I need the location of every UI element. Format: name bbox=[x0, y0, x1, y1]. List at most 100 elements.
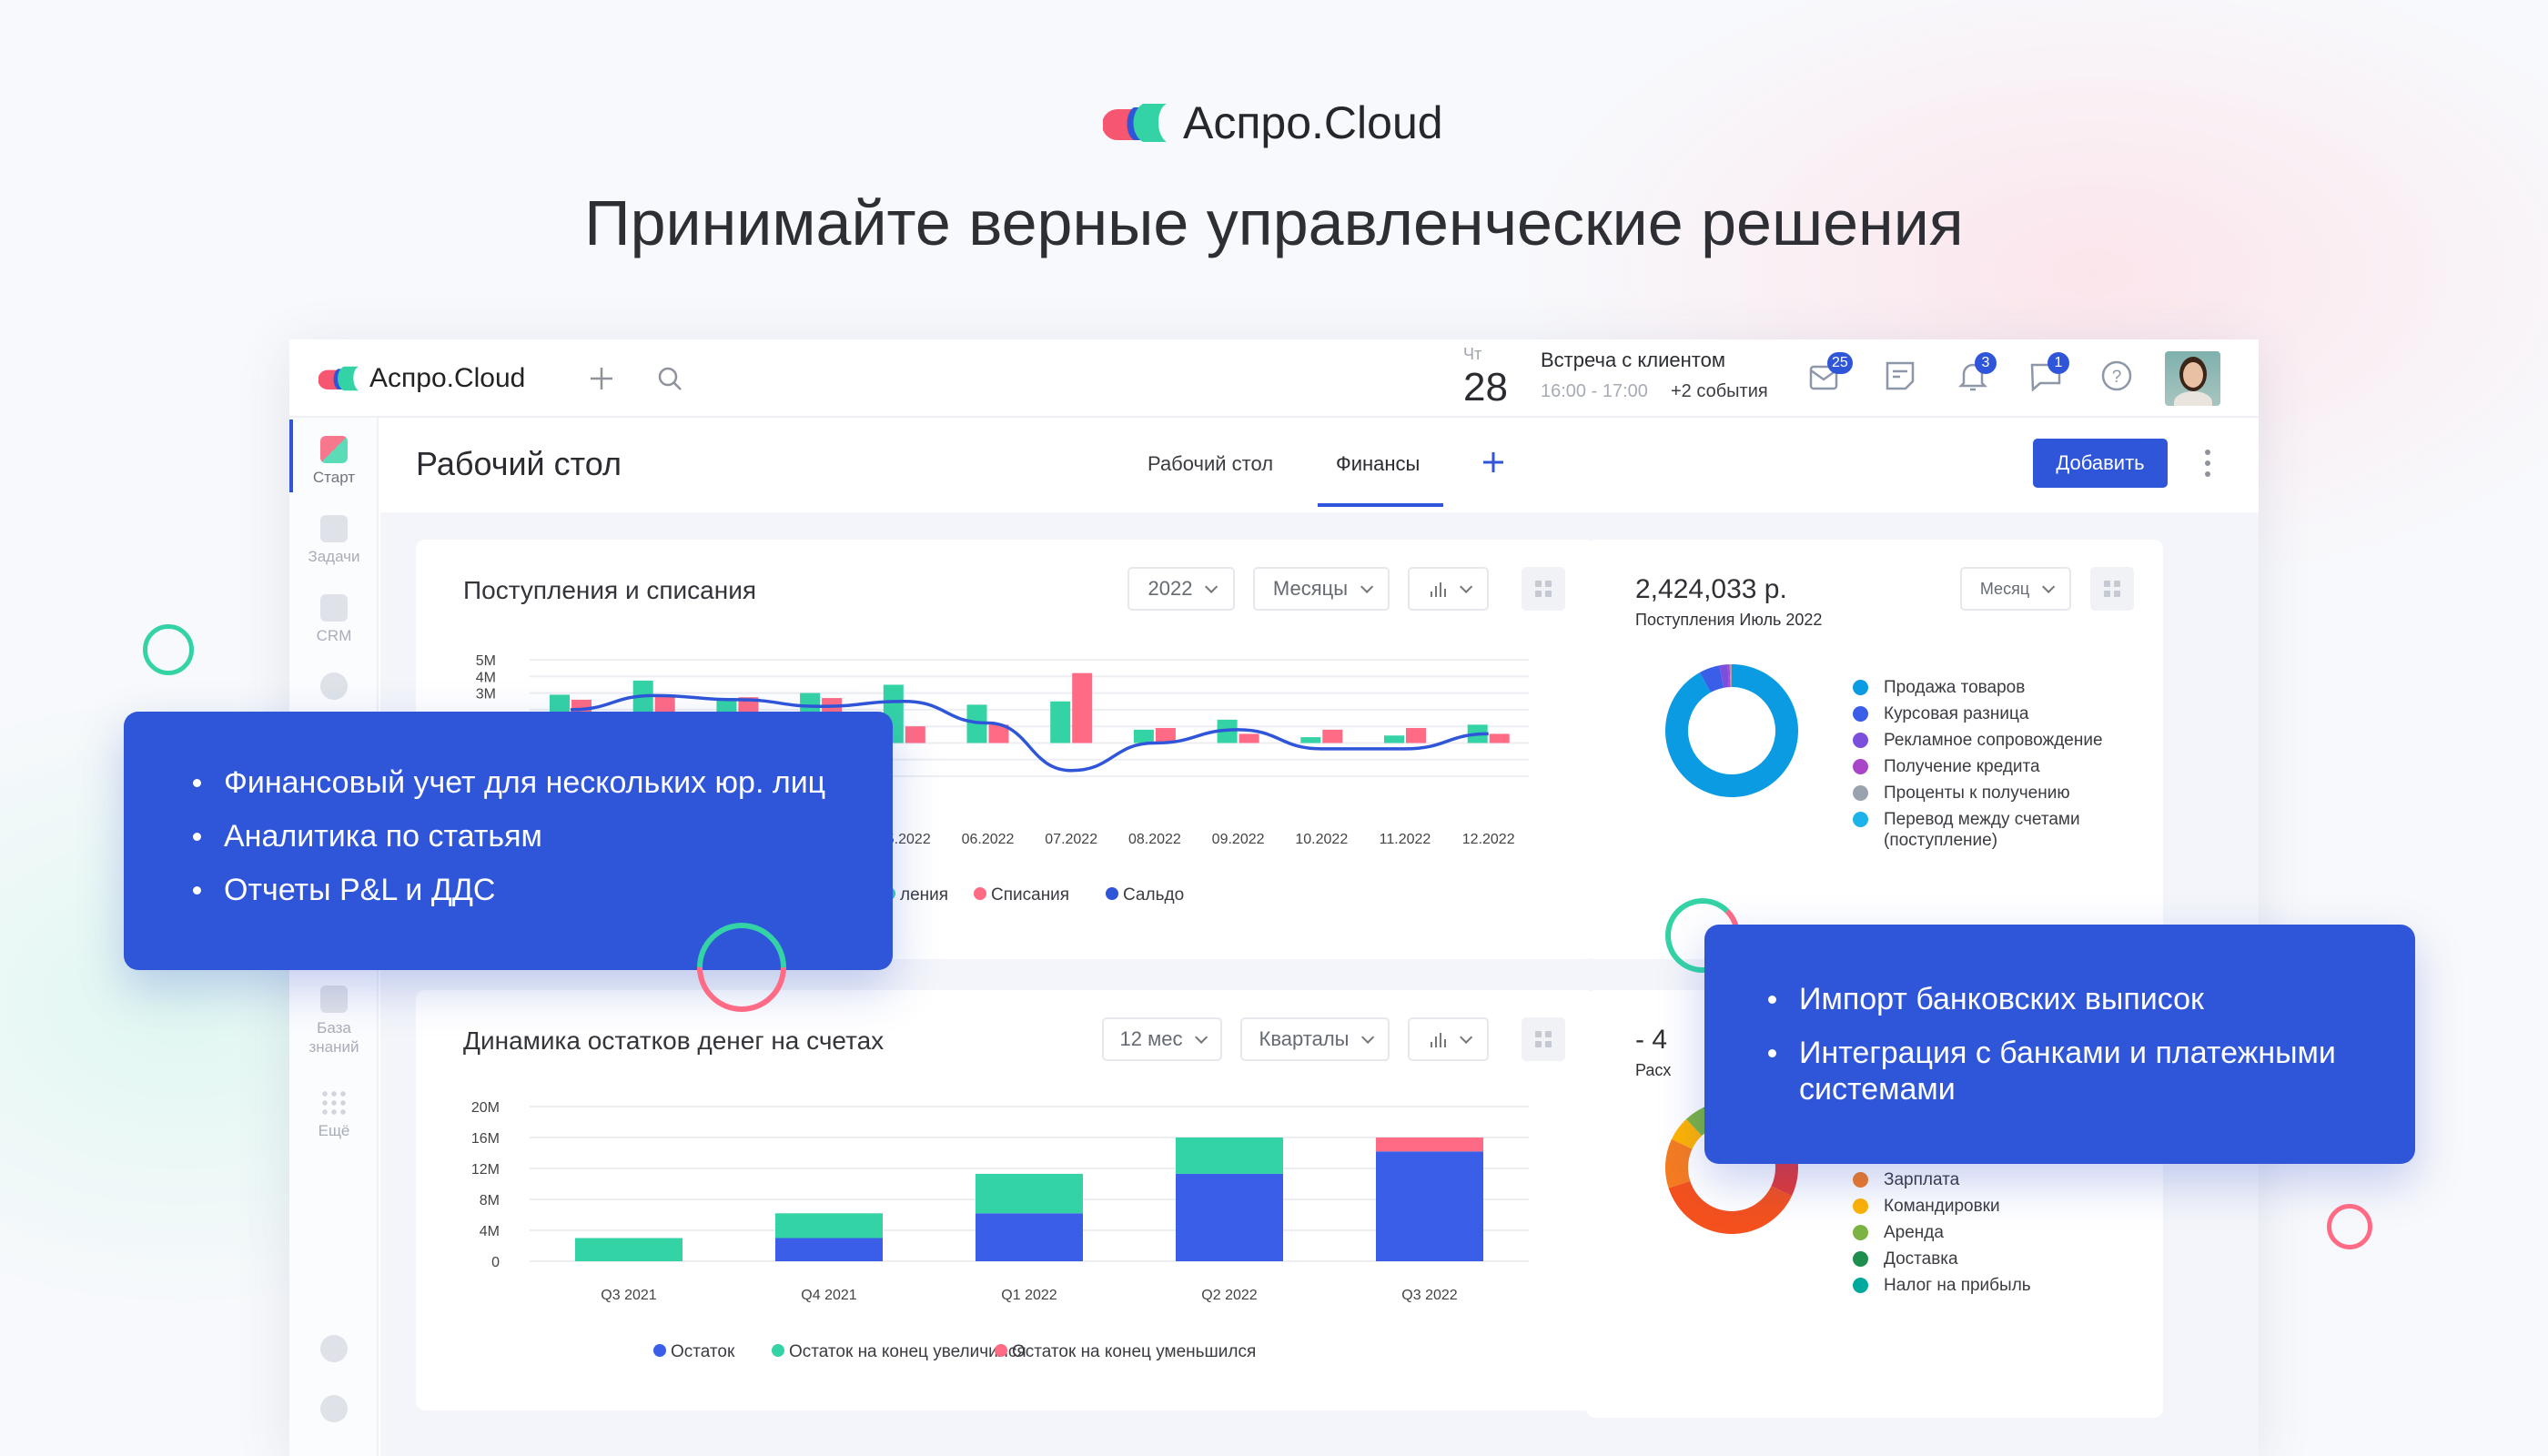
year-dropdown[interactable]: 2022 bbox=[1127, 567, 1235, 611]
y-tick-label: 16M bbox=[471, 1131, 500, 1147]
crm-icon bbox=[320, 594, 348, 622]
plus-icon[interactable] bbox=[588, 365, 615, 392]
knowledge-icon bbox=[320, 986, 348, 1013]
period-dropdown[interactable]: Месяцы bbox=[1253, 567, 1390, 611]
bar-expense bbox=[1489, 733, 1510, 743]
sidebar-item-crm[interactable]: CRM bbox=[289, 594, 379, 645]
bar-expense bbox=[1406, 728, 1426, 743]
legend-item[interactable]: Получение кредита bbox=[1853, 756, 2144, 777]
chat-badge: 1 bbox=[2048, 352, 2069, 374]
stacked-bar-segment bbox=[1376, 1151, 1483, 1261]
income-subtitle: Поступления Июль 2022 bbox=[1635, 611, 1823, 629]
brand-name: Аспро.Cloud bbox=[1183, 97, 1443, 148]
sidebar-item-knowledge[interactable]: База знаний bbox=[289, 986, 379, 1057]
sidebar-item-more[interactable]: Ещё bbox=[289, 1089, 379, 1140]
legend-dot bbox=[1853, 1198, 1868, 1214]
kebab-menu-icon[interactable] bbox=[2199, 445, 2217, 481]
dropdown-value: Кварталы bbox=[1259, 1027, 1350, 1050]
event-title[interactable]: Встреча с клиентом bbox=[1541, 349, 1725, 371]
month-dropdown[interactable]: Месяц bbox=[1960, 567, 2071, 611]
dropdown-value: 2022 bbox=[1148, 577, 1193, 600]
period-dropdown[interactable]: Кварталы bbox=[1240, 1017, 1390, 1061]
x-tick-label: 11.2022 bbox=[1380, 832, 1431, 847]
bar-expense bbox=[1072, 672, 1093, 743]
svg-text:?: ? bbox=[2112, 368, 2122, 387]
legend-item[interactable]: Доставка bbox=[1853, 1249, 2144, 1269]
y-tick-label: 5M bbox=[476, 653, 496, 669]
feature-item: Финансовый учет для нескольких юр. лиц bbox=[193, 764, 893, 801]
donut-slice bbox=[1719, 664, 1729, 688]
sidebar-item-start[interactable]: Старт bbox=[289, 436, 379, 487]
legend-dot bbox=[1106, 887, 1118, 900]
y-tick-label: 0 bbox=[491, 1255, 500, 1270]
drag-handle[interactable] bbox=[2090, 567, 2134, 611]
mail-badge: 25 bbox=[1827, 352, 1853, 374]
active-tab-underline bbox=[1318, 503, 1443, 507]
sidebar-item-hidden[interactable] bbox=[289, 672, 379, 705]
sidebar-item-tasks[interactable]: Задачи bbox=[289, 515, 379, 566]
expense-legend: Товары, сырье и материалыЗарплатаКоманди… bbox=[1853, 1143, 2144, 1301]
dropdown-value: Месяц bbox=[1979, 579, 2030, 598]
chart-type-dropdown[interactable] bbox=[1408, 1017, 1489, 1061]
tab-finance[interactable]: Финансы bbox=[1336, 452, 1421, 475]
legend-label: Доставка bbox=[1884, 1249, 1958, 1269]
y-tick-label: 8M bbox=[480, 1193, 500, 1208]
notes-icon[interactable] bbox=[1882, 358, 1918, 394]
drag-handle[interactable] bbox=[1522, 1017, 1565, 1061]
chart-type-dropdown[interactable] bbox=[1408, 567, 1489, 611]
avatar[interactable] bbox=[2165, 351, 2220, 406]
legend-label: Остаток bbox=[671, 1342, 735, 1361]
legend-item[interactable]: Аренда bbox=[1853, 1222, 2144, 1243]
legend-item[interactable]: Командировки bbox=[1853, 1196, 2144, 1217]
add-button[interactable]: Добавить bbox=[2033, 439, 2168, 488]
legend-dot bbox=[1853, 1172, 1868, 1188]
legend-label: Командировки bbox=[1884, 1197, 2000, 1216]
y-tick-label: 12M bbox=[471, 1162, 500, 1178]
bar-expense bbox=[1322, 729, 1343, 743]
legend-item[interactable]: Продажа товаров bbox=[1853, 677, 2144, 698]
legend-item[interactable]: Зарплата bbox=[1853, 1169, 2144, 1190]
y-tick-label: 4M bbox=[480, 1224, 500, 1239]
legend-item[interactable]: Перевод между счетами (поступление) bbox=[1853, 809, 2144, 851]
drag-handle[interactable] bbox=[1522, 567, 1565, 611]
donut-slice bbox=[1729, 664, 1732, 688]
stacked-bar-segment bbox=[775, 1238, 883, 1261]
legend-dot bbox=[1853, 706, 1868, 722]
decor-ring bbox=[143, 624, 194, 675]
balance-card: Динамика остатков денег на счетах 12 мес… bbox=[416, 990, 1594, 1410]
saldo-line bbox=[570, 693, 1489, 773]
mail-icon[interactable] bbox=[1807, 358, 1844, 394]
legend-label: Налог на прибыль bbox=[1884, 1276, 2031, 1295]
legend-label: Зарплата bbox=[1884, 1170, 1960, 1189]
range-dropdown[interactable]: 12 мес bbox=[1102, 1017, 1222, 1061]
top-header: Аспро.Cloud Чт 28 Встреча с клиентом 16:… bbox=[289, 339, 2259, 418]
legend-dot bbox=[1853, 1251, 1868, 1267]
feature-item: Отчеты P&L и ДДС bbox=[193, 872, 893, 908]
settings-item[interactable] bbox=[289, 1395, 379, 1428]
legend-item[interactable]: Курсовая разница bbox=[1853, 703, 2144, 724]
bar-expense bbox=[988, 724, 1009, 743]
y-tick-label: 3M bbox=[476, 687, 496, 703]
legend-item[interactable]: Проценты к получению bbox=[1853, 783, 2144, 804]
app-icon bbox=[320, 1335, 348, 1362]
donut-slice bbox=[1671, 1118, 1703, 1149]
tab-desktop[interactable]: Рабочий стол bbox=[1148, 452, 1274, 475]
donut-slice bbox=[1699, 665, 1724, 693]
legend-item[interactable]: Налог на прибыль bbox=[1853, 1275, 2144, 1296]
legend-dot bbox=[1853, 759, 1868, 774]
legend-dot bbox=[1853, 812, 1868, 827]
legend-label: Продажа товаров bbox=[1884, 678, 2026, 697]
more-events-link[interactable]: +2 события bbox=[1671, 381, 1768, 401]
app-logo[interactable]: Аспро.Cloud bbox=[318, 363, 525, 394]
donut-slice bbox=[1668, 1180, 1793, 1234]
sidebar-item-label: Ещё bbox=[318, 1122, 350, 1139]
add-tab-icon[interactable] bbox=[1480, 449, 1507, 476]
legend-label: Перевод между счетами (поступление) bbox=[1884, 810, 2080, 850]
expense-subtitle: Расх bbox=[1635, 1061, 1672, 1079]
legend-item[interactable]: Рекламное сопровождение bbox=[1853, 730, 2144, 751]
bar-chart-icon bbox=[1430, 582, 1446, 597]
help-icon[interactable]: ? bbox=[2098, 358, 2135, 394]
search-icon[interactable] bbox=[656, 365, 683, 392]
sidebar-bottom-item[interactable] bbox=[289, 1335, 379, 1368]
aspro-logo-icon bbox=[1103, 104, 1167, 142]
